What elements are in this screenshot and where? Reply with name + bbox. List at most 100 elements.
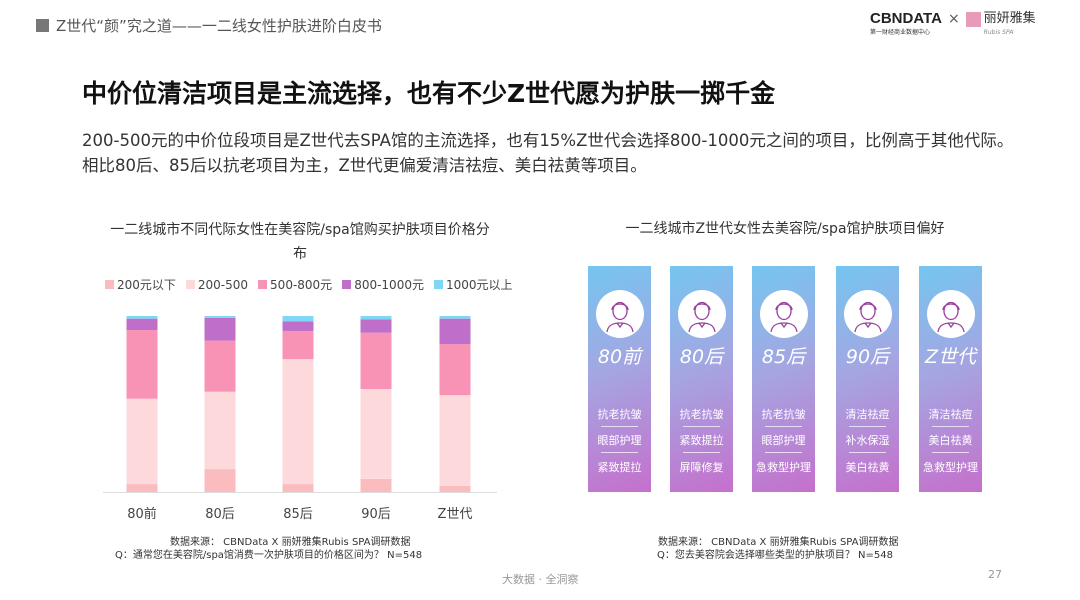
footer-slogan: 大数据 · 全洞察 [502,573,579,586]
bar-segment [126,316,158,319]
preference-item: 抗老抗皱 [679,408,724,421]
legend-label: 200元以下 [117,278,176,292]
bar-segment [282,316,314,322]
legend-label: 200-500 [197,277,249,292]
woman-bob-hair-icon [760,290,808,338]
logo-separator: × [947,11,960,27]
bar-segment [282,359,314,485]
divider [849,452,886,453]
x-tick-label: Z世代 [437,507,473,522]
legend-item: 200元以下 [105,276,176,293]
bar-segment [282,484,314,492]
preference-item: 急救型护理 [756,461,811,474]
legend-item: 1000元以上 [433,276,513,293]
bar-segment [204,317,236,341]
preference-item: 美白祛黄 [928,434,973,447]
preference-item: 抗老抗皱 [597,408,642,421]
cbndata-logo-subtitle: 第一财经商业数据中心 [870,29,931,36]
bar-segment [360,478,392,492]
generation-label: 90后 [845,346,890,368]
cbndata-logo: CBNDATA [870,10,942,27]
bar-segment [439,344,471,396]
generation-card: 85后 抗老抗皱 眼部护理 急救型护理 [752,266,815,492]
woman-cap-icon [927,290,975,338]
legend-label: 500-800元 [270,278,333,292]
preference-item: 紧致提拉 [679,434,724,447]
preference-item: 清洁祛痘 [928,408,973,421]
preference-item: 清洁祛痘 [845,408,890,421]
bar-segment [282,330,314,360]
rubis-logo-mark [965,11,981,27]
bar-segment [204,316,236,318]
page-description: 200-500元的中价位段项目是Z世代去SPA馆的主流选择，也有15%Z世代会选… [82,131,1014,175]
question-line: Q：通常您在美容院/spa馆消费一次护肤项目的价格区间为？ N=548 [115,550,423,561]
x-axis-line [103,492,497,493]
legend-label: 1000元以上 [445,278,513,292]
bar-segment [204,391,236,470]
bar-segment [204,340,236,392]
generation-card: 80前 抗老抗皱 眼部护理 紧致提拉 [588,266,651,492]
divider [849,426,886,427]
woman-short-hair-icon [596,290,644,338]
chart-title: 一二线城市不同代际女性在美容院/spa馆购买护肤项目价格分布 [110,222,490,262]
legend-label: 800-1000元 [354,278,424,292]
bar-segment [360,389,392,479]
x-tick-label: 85后 [283,507,313,522]
divider [765,426,802,427]
preference-item: 紧致提拉 [597,461,642,474]
woman-long-hair-icon [678,290,726,338]
preference-item: 抗老抗皱 [761,408,806,421]
divider [765,452,802,453]
divider [601,452,638,453]
legend-swatch [342,280,352,289]
bar-segment [360,319,392,333]
bar-segment [126,398,158,485]
rubis-logo-subtitle: Rubis SPA [983,29,1014,36]
bar-segment [126,330,158,399]
bar-segment [360,316,392,320]
legend-swatch [433,280,443,289]
generation-card: Z世代 清洁祛痘 美白祛黄 急救型护理 [919,266,982,492]
generation-card: 80后 抗老抗皱 紧致提拉 屏障修复 [670,266,733,492]
rubis-logo-block: 丽妍雅集 Rubis SPA [965,10,1036,37]
bar-segment [126,318,158,331]
bar-segment [439,485,471,492]
page-title: 中价位清洁项目是主流选择，也有不少Z世代愿为护肤一掷千金 [82,79,776,108]
generation-label: 80前 [597,346,642,368]
cbndata-logo-block: CBNDATA 第一财经商业数据中心 [870,10,942,37]
preference-item: 眼部护理 [761,434,806,447]
divider [683,452,720,453]
preference-item: 补水保湿 [845,434,890,447]
chart-legend: 200元以下 200-500 500-800元 800-1000元 1000元以上 [105,276,513,293]
legend-swatch [185,280,195,289]
section-title: Z世代“颜”究之道——一二线女性护肤进阶白皮书 [56,17,382,35]
x-tick-label: 80后 [205,507,235,522]
x-tick-label: 80前 [127,507,157,522]
left-source-note: 数据来源： CBNData X 丽妍雅集Rubis SPA调研数据 Q：通常您在… [115,536,422,562]
right-source-note: 数据来源： CBNData X 丽妍雅集Rubis SPA调研数据 Q：您去美容… [643,536,899,562]
divider [932,452,969,453]
bar-segment [126,484,158,492]
header-logos: CBNDATA 第一财经商业数据中心 × 丽妍雅集 Rubis SPA [870,10,1036,37]
divider [683,426,720,427]
x-tick-label: 90后 [361,507,391,522]
generation-label: 80后 [679,346,724,368]
source-line: 数据来源： CBNData X 丽妍雅集Rubis SPA调研数据 [658,537,899,548]
question-line: Q：您去美容院会选择哪些类型的护肤项目？ N=548 [657,550,893,561]
page-number: 27 [988,568,1002,581]
woman-headband-icon [844,290,892,338]
bar-segment [282,321,314,331]
preference-title: 一二线城市Z世代女性去美容院/spa馆护肤项目偏好 [625,221,945,237]
legend-swatch [258,280,268,289]
preference-item: 美白祛黄 [845,461,890,474]
generation-card: 90后清洁祛痘补水保湿美白祛黄 [836,266,899,492]
generation-label: Z世代 [924,346,977,368]
divider [932,426,969,427]
bar-segment [439,318,471,345]
divider [601,426,638,427]
legend-item: 200-500 [185,276,249,293]
bar-segment [360,332,392,390]
source-line: 数据来源： CBNData X 丽妍雅集Rubis SPA调研数据 [170,537,411,548]
bar-segment [204,469,236,492]
